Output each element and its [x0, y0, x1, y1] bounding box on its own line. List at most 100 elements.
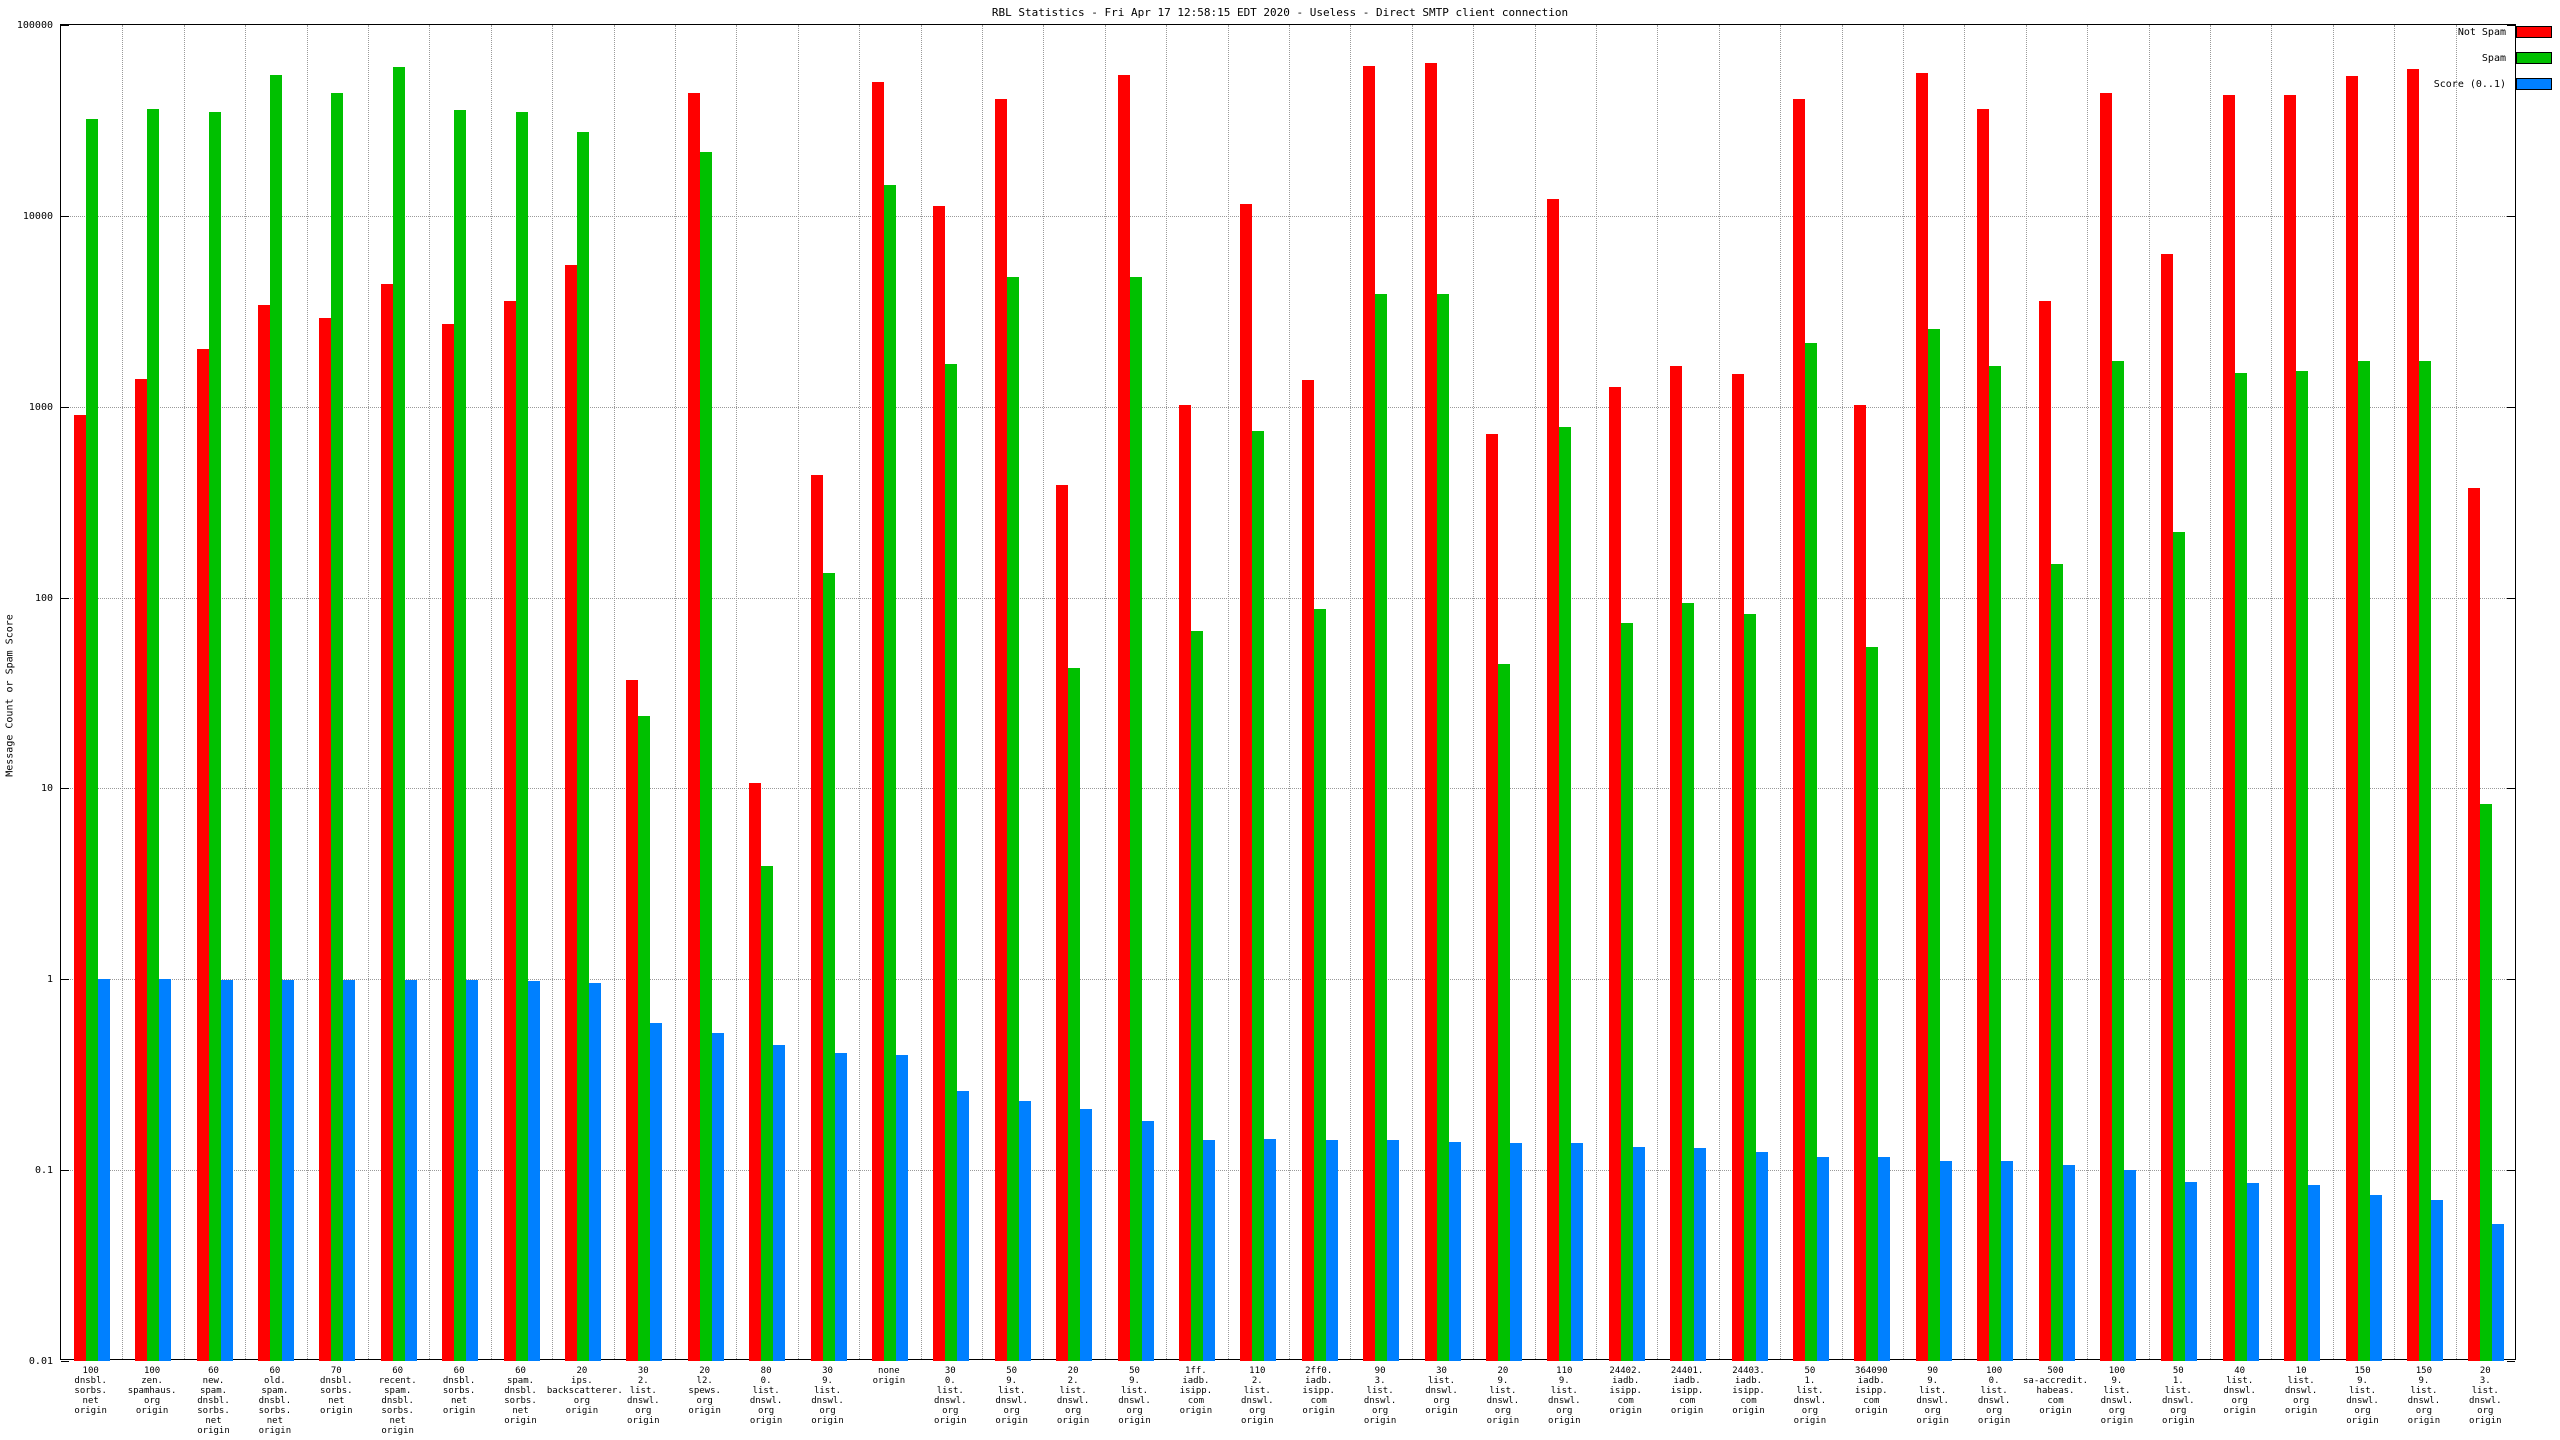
x-tick-label-line: 90	[1374, 1366, 1386, 1376]
bar-score-0-1-32	[2062, 1164, 2075, 1361]
bar-spam-12	[822, 572, 835, 1361]
x-tick-label: 100 0. list. dnswl. org origin	[1959, 1366, 2029, 1426]
x-tick-label-line: isipp.	[1855, 1386, 1888, 1396]
x-tick-label-line: list.	[1550, 1386, 1578, 1396]
x-tick-label: 110 9. list. dnswl. org origin	[1529, 1366, 1599, 1426]
bar-score-0-1-8	[588, 982, 601, 1361]
x-tick-label-line: 364090	[1855, 1366, 1888, 1376]
bar-score-0-1-39	[2492, 1224, 2505, 1361]
x-tick-label-line: dnswl.	[2100, 1396, 2134, 1406]
bar-score-0-1-18	[1202, 1139, 1215, 1361]
gridline-vertical	[2210, 25, 2211, 1359]
bar-score-0-1-33	[2123, 1170, 2136, 1361]
x-tick-label-line: 60	[515, 1366, 526, 1376]
bar-spam-32	[2050, 563, 2063, 1361]
bar-not-spam-25	[1608, 386, 1621, 1361]
x-tick-label: 30 list. dnswl. org origin	[1407, 1366, 1477, 1416]
x-tick-label-line: 2.	[1251, 1376, 1263, 1386]
gridline-vertical	[920, 25, 922, 1359]
x-tick-label-line: dnsbl.	[381, 1396, 414, 1406]
bar-not-spam-2	[196, 349, 209, 1361]
x-tick-label-line: dnswl.	[627, 1396, 660, 1406]
gridline-vertical	[183, 25, 185, 1359]
gridline-vertical	[1411, 25, 1413, 1359]
x-tick-label: 30 2. list. dnswl. org origin	[608, 1366, 678, 1426]
x-tick-label-line: origin	[934, 1416, 967, 1426]
x-tick-label-line: 30	[637, 1366, 649, 1376]
bar-not-spam-34	[2161, 254, 2174, 1361]
bar-spam-8	[576, 132, 589, 1361]
x-tick-label: 90 3. list. dnswl. org origin	[1345, 1366, 1415, 1426]
x-tick-label: 50 9. list. dnswl. org origin	[977, 1366, 1047, 1426]
bar-score-0-1-5	[404, 980, 417, 1361]
x-tick-label: none origin	[854, 1366, 924, 1386]
x-tick-label-line: dnswl.	[1916, 1396, 1949, 1406]
x-tick-label-line: origin	[1670, 1406, 1704, 1416]
x-tick-label-line: l2.	[696, 1376, 713, 1386]
x-tick-label-line: origin	[1548, 1416, 1581, 1426]
bar-score-0-1-7	[527, 980, 540, 1361]
x-tick-label: 60 dnsbl. sorbs. net origin	[424, 1366, 494, 1416]
x-tick-label-line: sa-accredit.	[2022, 1376, 2089, 1386]
x-tick-label-line: origin	[1363, 1416, 1397, 1426]
x-tick-label-line: org	[573, 1396, 591, 1406]
bar-spam-19	[1252, 431, 1265, 1361]
plot-area: 100000 10000 1000 100 10 1 0.1 0.01	[17, 20, 2516, 1367]
gridline-horizontal	[61, 979, 2515, 981]
gridline-vertical	[245, 25, 247, 1359]
x-tick-label-line: dnswl.	[995, 1396, 1028, 1406]
x-tick-label-line: org	[2108, 1406, 2126, 1416]
bar-score-0-1-10	[711, 1033, 724, 1361]
x-tick-label-line: origin	[1916, 1416, 1949, 1426]
y-tick-mark	[2507, 406, 2515, 408]
x-tick-label-line: list.	[2410, 1386, 2438, 1396]
x-tick-label-line: origin	[442, 1406, 476, 1416]
x-tick-label-line: old.	[264, 1376, 286, 1386]
bar-not-spam-38	[2406, 68, 2419, 1361]
gridline-vertical	[306, 25, 308, 1359]
x-tick-label-line: com	[1187, 1396, 1205, 1406]
bar-not-spam-0	[73, 415, 86, 1361]
bar-not-spam-17	[1117, 74, 1130, 1361]
gridline-vertical	[1043, 25, 1045, 1359]
x-tick-label-line: origin	[1793, 1416, 1827, 1426]
x-tick-label: 24402. iadb. isipp. com origin	[1591, 1366, 1661, 1416]
x-tick-label: 2ff0. iadb. isipp. com origin	[1284, 1366, 1354, 1416]
bar-not-spam-1	[135, 378, 148, 1361]
x-tick-label-line: list.	[1120, 1386, 1149, 1396]
x-tick-label-line: origin	[1241, 1416, 1274, 1426]
x-tick-label-line: iadb.	[1857, 1376, 1885, 1386]
x-tick-label: 30 9. list. dnswl. org origin	[793, 1366, 863, 1426]
x-tick-label: 20 2. list. dnswl. org origin	[1038, 1366, 1108, 1426]
x-tick-label-line: 30	[944, 1366, 956, 1376]
bar-score-0-1-22	[1448, 1141, 1461, 1361]
bar-spam-26	[1682, 602, 1695, 1361]
x-tick-label-line: isipp.	[1302, 1386, 1335, 1396]
gridline-vertical	[2087, 25, 2089, 1359]
x-tick-label: 150 9. list. dnswl. org origin	[2389, 1366, 2459, 1426]
x-tick-label-line: com	[2047, 1396, 2064, 1406]
gridline-horizontal	[61, 406, 2515, 408]
bar-spam-37	[2357, 361, 2370, 1361]
x-tick-label-line: origin	[258, 1426, 292, 1436]
x-tick-label-line: origin	[1977, 1416, 2011, 1426]
bar-score-0-1-11	[773, 1045, 786, 1361]
bar-spam-28	[1804, 343, 1817, 1361]
x-tick-label-line: com	[1863, 1396, 1880, 1406]
x-tick-label-line: org	[1924, 1406, 1941, 1416]
x-tick-label-line: 1.	[2172, 1376, 2184, 1386]
bar-score-0-1-27	[1755, 1151, 1768, 1361]
bar-not-spam-11	[749, 782, 762, 1361]
bar-spam-21	[1375, 293, 1388, 1361]
bar-spam-23	[1497, 663, 1510, 1361]
x-tick-label-line: list.	[2348, 1386, 2377, 1396]
bar-score-0-1-31	[2001, 1160, 2014, 1361]
gridline-vertical	[1350, 25, 1352, 1359]
x-tick-label-line: isipp.	[1179, 1386, 1213, 1396]
bar-not-spam-32	[2038, 301, 2051, 1361]
x-tick-label-line: 30	[822, 1366, 833, 1376]
x-tick-label: 20 l2. spews. org origin	[670, 1366, 740, 1416]
bar-not-spam-27	[1731, 374, 1744, 1361]
bar-not-spam-13	[871, 82, 884, 1361]
x-tick-label-line: iadb.	[1673, 1376, 1701, 1386]
